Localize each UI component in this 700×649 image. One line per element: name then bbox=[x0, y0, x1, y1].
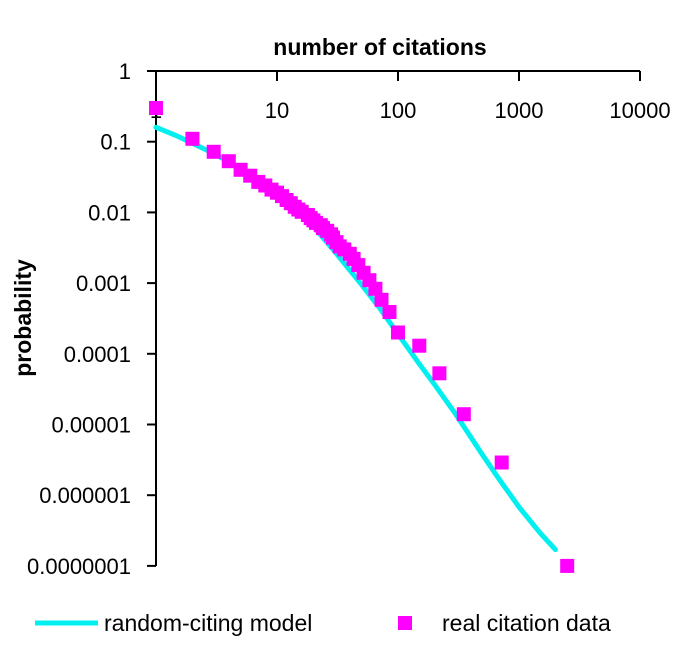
legend: random-citing model real citation data bbox=[35, 610, 611, 636]
y-tick-label: 0.0000001 bbox=[27, 554, 131, 579]
y-tick-label: 0.0001 bbox=[64, 342, 131, 367]
series-points bbox=[149, 101, 575, 573]
legend-swatch-real-citation-data bbox=[398, 616, 412, 630]
data-point bbox=[149, 101, 163, 115]
x-tick-label: 10 bbox=[265, 98, 289, 123]
y-tick-label: 0.1 bbox=[100, 130, 131, 155]
data-point bbox=[456, 407, 471, 422]
y-tick-label: 0.00001 bbox=[51, 413, 131, 438]
series-line-random-citing-model bbox=[153, 124, 558, 553]
y-tick-label: 1 bbox=[119, 59, 131, 84]
y-tick-label: 0.001 bbox=[76, 271, 131, 296]
data-point bbox=[368, 281, 383, 296]
legend-label-random-citing-model: random-citing model bbox=[104, 610, 312, 636]
data-point bbox=[494, 455, 509, 470]
data-point bbox=[412, 338, 427, 353]
y-tick-label: 0.01 bbox=[88, 200, 131, 225]
y-tick-label: 0.000001 bbox=[39, 483, 131, 508]
data-point bbox=[206, 144, 221, 159]
y-axis-title: probability bbox=[10, 259, 36, 377]
data-point bbox=[221, 154, 236, 169]
y-ticks: 1 0.1 0.01 0.001 0.0001 0.00001 0.000001 0.0000… bbox=[27, 59, 156, 579]
series-lines bbox=[153, 124, 558, 553]
x-tick-label: 1000 bbox=[495, 98, 544, 123]
x-tick-label: 100 bbox=[380, 98, 417, 123]
x-axis-title: number of citations bbox=[273, 34, 486, 60]
data-point bbox=[374, 292, 389, 307]
x-ticks: 110100100010000 bbox=[150, 71, 671, 123]
data-point bbox=[560, 558, 575, 573]
data-point bbox=[432, 366, 447, 381]
data-point bbox=[391, 325, 405, 340]
plot-area: 1 10 100 1000 10000 1 0.1 0.01 0.001 0.0001 0.000… bbox=[27, 59, 671, 579]
data-point bbox=[185, 131, 200, 146]
data-point bbox=[382, 305, 397, 319]
x-tick-label: 10000 bbox=[609, 98, 670, 123]
legend-label-real-citation-data: real citation data bbox=[442, 610, 611, 636]
